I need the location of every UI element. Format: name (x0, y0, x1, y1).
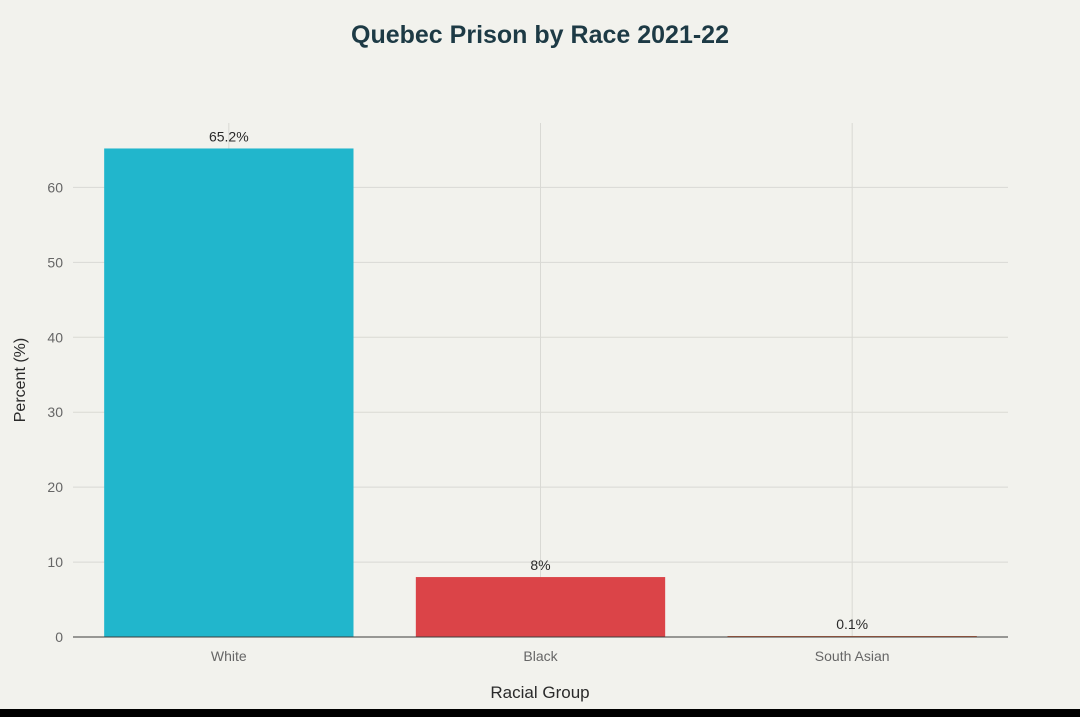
axis-ticks: 0 10 20 30 40 50 60 White Black South Asian (47, 179, 889, 664)
bar-black (415, 577, 666, 637)
x-tick-label: White (211, 648, 247, 664)
x-axis-label: Racial Group (490, 683, 589, 702)
y-axis-label: Percent (%) (12, 338, 29, 422)
y-tick-label: 40 (47, 329, 63, 345)
data-label: 8% (530, 557, 550, 573)
x-tick-label: Black (523, 648, 558, 664)
chart-title: Quebec Prison by Race 2021-22 (351, 21, 729, 49)
y-tick-label: 20 (47, 479, 63, 495)
y-tick-label: 60 (47, 179, 63, 195)
y-tick-label: 50 (47, 254, 63, 270)
y-tick-label: 0 (55, 629, 63, 645)
bar-white (104, 148, 354, 637)
x-tick-label: South Asian (815, 648, 890, 664)
data-label: 65.2% (209, 128, 249, 144)
y-tick-label: 10 (47, 554, 63, 570)
data-labels: 65.2% 8% 0.1% (209, 128, 868, 632)
bars (104, 148, 977, 637)
bottom-bar (0, 709, 1080, 717)
y-tick-label: 30 (47, 404, 63, 420)
data-label: 0.1% (836, 616, 868, 632)
